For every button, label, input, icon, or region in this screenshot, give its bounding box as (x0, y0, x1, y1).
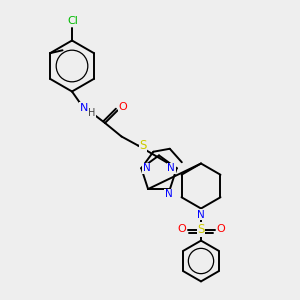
Text: N: N (143, 163, 151, 173)
Text: O: O (118, 102, 127, 112)
Text: N: N (197, 209, 205, 220)
Text: N: N (167, 163, 175, 173)
Text: N: N (165, 189, 172, 200)
Text: N: N (80, 103, 88, 113)
Text: S: S (140, 139, 147, 152)
Text: S: S (197, 223, 205, 236)
Text: H: H (88, 107, 96, 118)
Text: O: O (216, 224, 225, 235)
Text: Cl: Cl (67, 16, 78, 26)
Text: O: O (177, 224, 186, 235)
